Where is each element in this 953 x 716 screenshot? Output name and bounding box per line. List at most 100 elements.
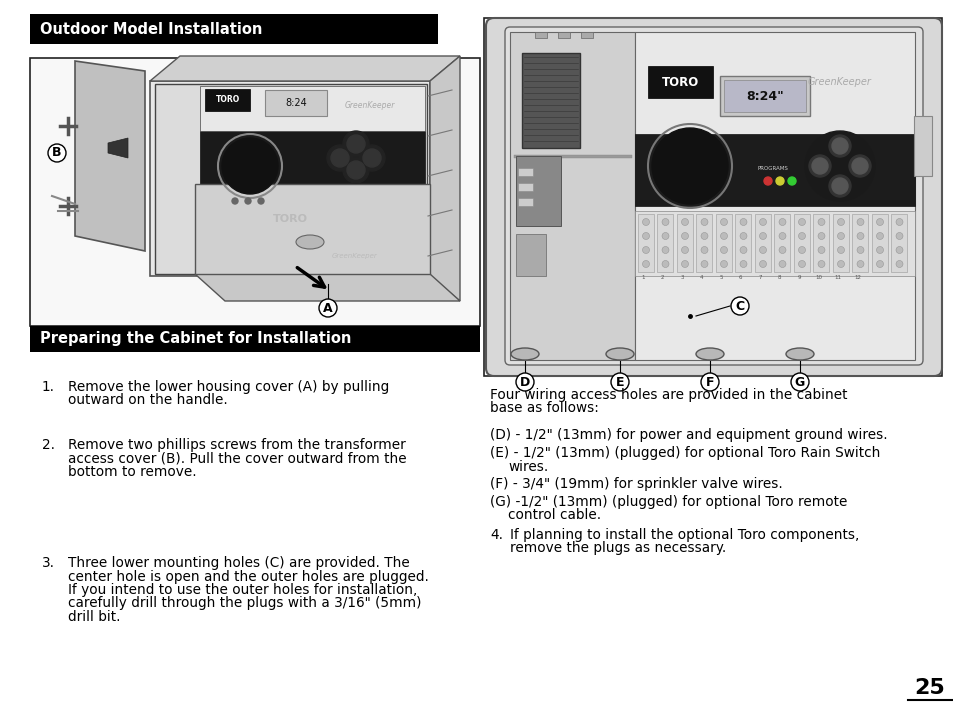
- Text: 3: 3: [679, 275, 683, 280]
- Circle shape: [798, 261, 804, 268]
- Circle shape: [245, 198, 251, 204]
- Circle shape: [787, 177, 795, 185]
- Text: Remove two phillips screws from the transformer: Remove two phillips screws from the tran…: [68, 438, 405, 452]
- Text: (E) - 1/2" (13mm) (plugged) for optional Toro Rain Switch: (E) - 1/2" (13mm) (plugged) for optional…: [490, 446, 880, 460]
- Ellipse shape: [785, 348, 813, 360]
- Circle shape: [641, 261, 649, 268]
- Text: bottom to remove.: bottom to remove.: [68, 465, 196, 479]
- Bar: [521, 53, 579, 148]
- Text: If you intend to use the outer holes for installation,: If you intend to use the outer holes for…: [68, 583, 417, 597]
- Polygon shape: [108, 138, 128, 158]
- Circle shape: [798, 218, 804, 226]
- Bar: [657, 214, 673, 272]
- Text: (G) -1/2" (13mm) (plugged) for optional Toro remote: (G) -1/2" (13mm) (plugged) for optional …: [490, 495, 846, 508]
- Text: Four wiring access holes are provided in the cabinet: Four wiring access holes are provided in…: [490, 388, 846, 402]
- Bar: [635, 211, 914, 276]
- Circle shape: [808, 155, 830, 177]
- Bar: [265, 90, 327, 116]
- Circle shape: [720, 218, 727, 226]
- Text: outward on the handle.: outward on the handle.: [68, 394, 228, 407]
- Bar: [510, 32, 635, 360]
- Circle shape: [661, 233, 668, 239]
- Circle shape: [257, 198, 264, 204]
- Bar: [774, 214, 790, 272]
- Circle shape: [798, 233, 804, 239]
- Bar: [517, 183, 533, 191]
- Text: 4: 4: [699, 275, 702, 280]
- FancyBboxPatch shape: [504, 27, 923, 365]
- Circle shape: [641, 246, 649, 253]
- Circle shape: [779, 261, 785, 268]
- Text: 10: 10: [814, 275, 821, 280]
- Circle shape: [837, 261, 843, 268]
- Bar: [647, 66, 712, 98]
- Circle shape: [740, 261, 746, 268]
- Text: 8:24: 8:24: [285, 98, 307, 108]
- Circle shape: [641, 233, 649, 239]
- Bar: [580, 32, 593, 38]
- Circle shape: [817, 218, 824, 226]
- Circle shape: [700, 246, 707, 253]
- Text: carefully drill through the plugs with a 3/16" (5mm): carefully drill through the plugs with a…: [68, 596, 421, 611]
- Circle shape: [720, 246, 727, 253]
- Polygon shape: [430, 56, 459, 301]
- Circle shape: [759, 246, 765, 253]
- Bar: [194, 184, 430, 274]
- Bar: [913, 116, 931, 176]
- Circle shape: [740, 246, 746, 253]
- Bar: [793, 214, 809, 272]
- Text: TORO: TORO: [215, 95, 240, 105]
- Text: If planning to install the optional Toro components,: If planning to install the optional Toro…: [510, 528, 859, 542]
- Circle shape: [856, 246, 863, 253]
- Bar: [535, 32, 546, 38]
- Circle shape: [680, 246, 688, 253]
- Circle shape: [876, 218, 882, 226]
- Circle shape: [828, 175, 850, 197]
- Bar: [517, 198, 533, 206]
- Circle shape: [651, 128, 727, 204]
- Bar: [635, 32, 914, 360]
- Circle shape: [837, 233, 843, 239]
- Ellipse shape: [295, 235, 324, 249]
- Circle shape: [848, 155, 870, 177]
- Text: TORO: TORO: [661, 75, 699, 89]
- Bar: [30, 58, 479, 326]
- Bar: [514, 155, 631, 158]
- Text: (F) - 3/4" (19mm) for sprinkler valve wires.: (F) - 3/4" (19mm) for sprinkler valve wi…: [490, 477, 781, 491]
- Ellipse shape: [696, 348, 723, 360]
- Circle shape: [876, 246, 882, 253]
- Bar: [154, 84, 427, 274]
- Bar: [200, 131, 424, 186]
- Text: Three lower mounting holes (C) are provided. The: Three lower mounting holes (C) are provi…: [68, 556, 410, 570]
- Text: 11: 11: [834, 275, 841, 280]
- Bar: [677, 214, 692, 272]
- Circle shape: [700, 261, 707, 268]
- Text: wires.: wires.: [507, 460, 548, 473]
- Circle shape: [831, 138, 847, 154]
- Ellipse shape: [605, 348, 634, 360]
- FancyBboxPatch shape: [485, 18, 941, 376]
- Text: G: G: [794, 375, 804, 389]
- Bar: [200, 86, 424, 131]
- Text: base as follows:: base as follows:: [490, 402, 598, 415]
- Text: Remove the lower housing cover (A) by pulling: Remove the lower housing cover (A) by pu…: [68, 380, 389, 394]
- Circle shape: [876, 233, 882, 239]
- Circle shape: [856, 218, 863, 226]
- Circle shape: [895, 218, 902, 226]
- Bar: [716, 214, 731, 272]
- Circle shape: [759, 233, 765, 239]
- Circle shape: [876, 261, 882, 268]
- Circle shape: [680, 218, 688, 226]
- Circle shape: [720, 233, 727, 239]
- Circle shape: [363, 149, 380, 167]
- Circle shape: [831, 178, 847, 194]
- Circle shape: [779, 218, 785, 226]
- Circle shape: [661, 218, 668, 226]
- Circle shape: [779, 233, 785, 239]
- Bar: [754, 214, 770, 272]
- Text: remove the plugs as necessary.: remove the plugs as necessary.: [510, 541, 725, 555]
- Text: GreenKeeper: GreenKeeper: [807, 77, 871, 87]
- Bar: [638, 214, 654, 272]
- Text: F: F: [705, 375, 714, 389]
- Bar: [30, 14, 437, 44]
